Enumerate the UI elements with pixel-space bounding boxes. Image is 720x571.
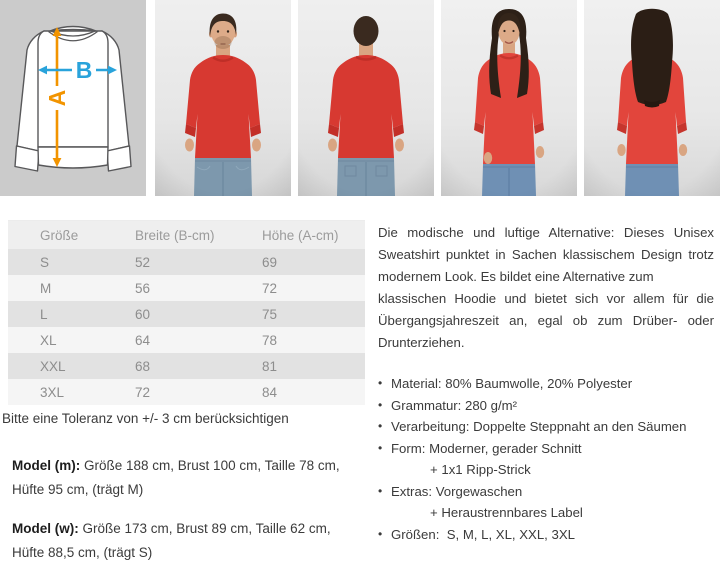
size-table-header: Größe Breite (B-cm) Höhe (A-cm) bbox=[8, 221, 365, 249]
model-female-measurements-2: Hüfte 88,5 cm, (trägt S) bbox=[12, 545, 153, 560]
bullet-icon: • bbox=[378, 376, 383, 390]
size-info-column: Größe Breite (B-cm) Höhe (A-cm) S 52 69 … bbox=[0, 196, 372, 565]
model-male-label: Model (m): bbox=[12, 458, 81, 473]
intro-line: modernem Look. Es bildet eine Alternativ… bbox=[378, 269, 654, 284]
model-info-male: Model (m): Größe 188 cm, Brust 100 cm, T… bbox=[12, 454, 360, 502]
intro-line: klassischen Hoodie und bietet sich vor a… bbox=[378, 291, 714, 306]
bullet-icon: • bbox=[378, 419, 383, 433]
spec-item-material: • Material: 80% Baumwolle, 20% Polyester bbox=[378, 373, 714, 395]
size-row-3xl: 3XL 72 84 bbox=[8, 379, 365, 405]
cell-breite: 60 bbox=[135, 306, 151, 322]
cell-hoehe: 81 bbox=[262, 358, 278, 374]
bullet-icon: • bbox=[378, 526, 383, 541]
cell-hoehe: 84 bbox=[262, 384, 278, 400]
photo-female-back[interactable] bbox=[584, 0, 720, 196]
bullet-icon: • bbox=[378, 397, 383, 412]
cell-size: M bbox=[40, 280, 52, 296]
size-table: Größe Breite (B-cm) Höhe (A-cm) S 52 69 … bbox=[8, 220, 365, 405]
intro-line: Sweatshirt punktet in Sachen klassischem… bbox=[378, 247, 714, 262]
spec-item-form-extra: + 1x1 Ripp-Strick bbox=[430, 462, 531, 477]
cell-breite: 68 bbox=[135, 358, 151, 374]
sweatshirt-measure-diagram: A B bbox=[0, 0, 146, 196]
spec-item-extras: • Extras: Vorgewaschen bbox=[378, 481, 714, 503]
width-arrow: B bbox=[38, 57, 117, 83]
photo-male-front[interactable] bbox=[155, 0, 291, 196]
model-female-measurements: Größe 173 cm, Brust 89 cm, Taille 62 cm, bbox=[82, 521, 331, 536]
model-male-measurements: Größe 188 cm, Brust 100 cm, Taille 78 cm… bbox=[84, 458, 340, 473]
intro-line: Übergangsjahreszeit an, egal ob zum Drüb… bbox=[378, 313, 714, 328]
intro-line: Drunterziehen. bbox=[378, 335, 465, 350]
spec-item-verarbeitung: • Verarbeitung: Doppelte Steppnaht an de… bbox=[378, 416, 714, 438]
cell-hoehe: 75 bbox=[262, 306, 278, 322]
size-row-s: S 52 69 bbox=[8, 249, 365, 275]
height-arrow: A bbox=[44, 27, 70, 167]
product-image-strip: A B bbox=[0, 0, 720, 196]
photo-female-front[interactable] bbox=[441, 0, 577, 196]
size-row-m: M 56 72 bbox=[8, 275, 365, 301]
spec-item-extras-extra: + Heraustrennbares Label bbox=[430, 505, 583, 520]
tolerance-note: Bitte eine Toleranz von +/- 3 cm berücks… bbox=[2, 411, 289, 426]
product-description: Die modische und luftige Alternative: Di… bbox=[378, 196, 714, 545]
cell-breite: 52 bbox=[135, 254, 151, 270]
height-label: A bbox=[44, 90, 70, 107]
photo-male-back[interactable] bbox=[298, 0, 434, 196]
bullet-icon: • bbox=[378, 483, 383, 498]
col-header-hoehe: Höhe (A-cm) bbox=[262, 227, 339, 243]
cell-size: L bbox=[40, 306, 48, 322]
spec-list: • Material: 80% Baumwolle, 20% Polyester… bbox=[378, 373, 714, 545]
col-header-groesse: Größe bbox=[40, 227, 79, 243]
cell-size: XL bbox=[40, 332, 57, 348]
spec-item-grammatur: • Grammatur: 280 g/m² bbox=[378, 395, 714, 417]
cell-size: XXL bbox=[40, 358, 66, 374]
model-male-measurements-2: Hüfte 95 cm, (trägt M) bbox=[12, 482, 144, 497]
bullet-icon: • bbox=[378, 440, 383, 455]
cell-hoehe: 69 bbox=[262, 254, 278, 270]
cell-hoehe: 72 bbox=[262, 280, 278, 296]
size-row-xl: XL 64 78 bbox=[8, 327, 365, 353]
cell-breite: 56 bbox=[135, 280, 151, 296]
spec-item-form: • Form: Moderner, gerader Schnitt bbox=[378, 438, 714, 460]
size-diagram-image[interactable]: A B bbox=[0, 0, 146, 196]
intro-line: Die modische und luftige Alternative: Di… bbox=[378, 225, 714, 240]
cell-breite: 64 bbox=[135, 332, 151, 348]
model-female-label: Model (w): bbox=[12, 521, 79, 536]
width-label: B bbox=[76, 57, 93, 83]
cell-breite: 72 bbox=[135, 384, 151, 400]
size-row-l: L 60 75 bbox=[8, 301, 365, 327]
cell-size: 3XL bbox=[40, 384, 65, 400]
description-intro: Die modische und luftige Alternative: Di… bbox=[378, 222, 714, 354]
spec-item-groessen: • Größen: S, M, L, XL, XXL, 3XL bbox=[378, 524, 714, 546]
cell-hoehe: 78 bbox=[262, 332, 278, 348]
size-row-xxl: XXL 68 81 bbox=[8, 353, 365, 379]
col-header-breite: Breite (B-cm) bbox=[135, 227, 215, 243]
model-info-female: Model (w): Größe 173 cm, Brust 89 cm, Ta… bbox=[12, 517, 360, 565]
cell-size: S bbox=[40, 254, 50, 270]
